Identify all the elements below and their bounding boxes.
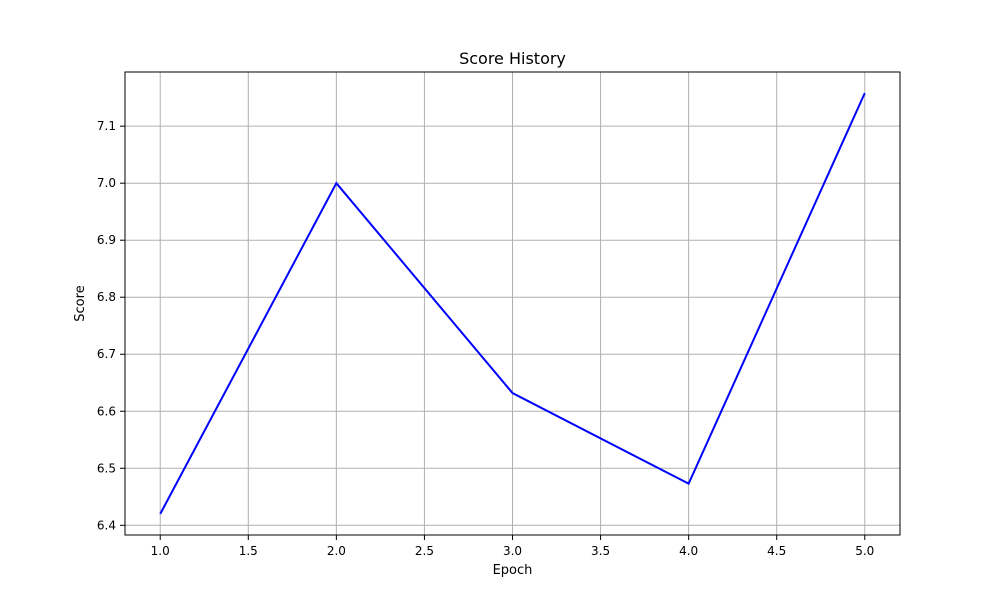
y-tick-label: 6.8 [97, 290, 116, 304]
y-tick-label: 6.6 [97, 404, 116, 418]
y-tick-label: 7.0 [97, 176, 116, 190]
x-tick-label: 5.0 [855, 544, 874, 558]
x-axis-label: Epoch [493, 563, 533, 578]
x-tick-label: 2.5 [415, 544, 434, 558]
x-tick-label: 3.5 [591, 544, 610, 558]
x-tick-label: 1.0 [151, 544, 170, 558]
x-tick-label: 1.5 [239, 544, 258, 558]
y-tick-label: 6.7 [97, 347, 116, 361]
chart-title: Score History [459, 49, 566, 68]
x-tick-label: 4.5 [767, 544, 786, 558]
series-line [159, 92, 866, 515]
x-tick-label: 3.0 [503, 544, 522, 558]
series-layer [159, 92, 866, 515]
y-tick-label: 6.4 [97, 518, 116, 532]
y-tick-label: 6.5 [97, 461, 116, 475]
y-tick-label: 6.9 [97, 233, 116, 247]
x-tick-label: 2.0 [327, 544, 346, 558]
grid [125, 72, 900, 535]
y-tick-label: 7.1 [97, 119, 116, 133]
x-tick-label: 4.0 [679, 544, 698, 558]
y-axis-label: Score [73, 285, 88, 321]
ticks: 1.0 1.5 2.0 2.5 3.0 3.5 4.0 4.5 5.0 6.4 6.5 6.6 6.7 6… [97, 119, 874, 558]
